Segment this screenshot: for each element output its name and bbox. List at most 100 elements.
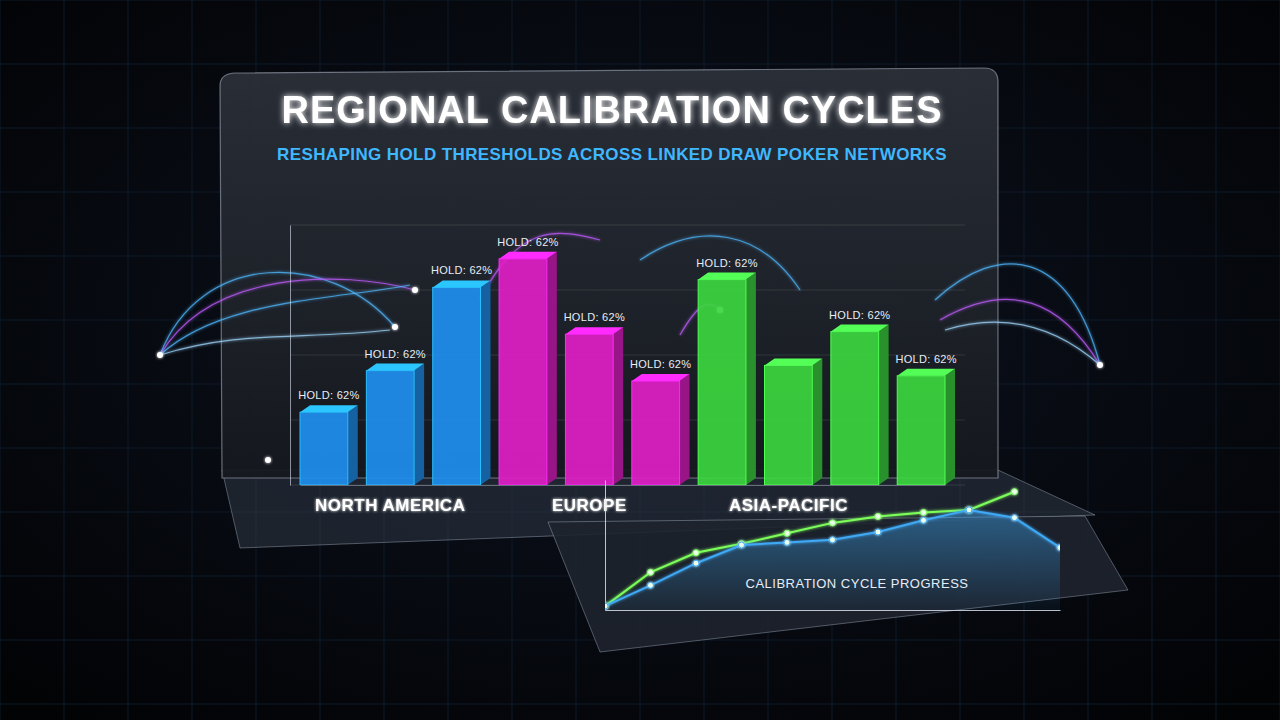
decor-dot — [1097, 362, 1103, 368]
x-axis-line — [606, 610, 1061, 611]
grid — [290, 225, 965, 485]
series-marker — [875, 529, 881, 535]
bar-top — [366, 364, 424, 371]
bar-side — [812, 358, 822, 485]
bar-top — [433, 280, 491, 287]
background-grid-line — [0, 64, 1280, 65]
series-line — [605, 510, 1060, 606]
bar-top — [499, 252, 557, 259]
bar — [300, 405, 358, 485]
series-marker — [784, 539, 790, 545]
bar-top — [897, 369, 955, 376]
x-tick: NORTH AMERICA — [315, 496, 465, 515]
x-tick: ASIA-PACIFIC — [729, 496, 848, 515]
annotation: HOLD: 62% — [630, 358, 691, 370]
title: REGIONAL CALIBRATION CYCLES — [281, 89, 942, 131]
bar-top — [698, 273, 756, 280]
subtitle: RESHAPING HOLD THRESHOLDS ACROSS LINKED … — [277, 145, 947, 164]
grid-line — [290, 290, 965, 291]
series-marker — [1057, 545, 1060, 551]
decor-arc — [935, 264, 1100, 365]
x-tick: EUROPE — [552, 496, 627, 515]
bar-front — [366, 371, 414, 485]
series-marker — [921, 517, 927, 523]
decor-arc — [160, 330, 390, 355]
bar — [565, 327, 623, 485]
series-marker — [693, 560, 699, 566]
annotation: HOLD: 62% — [365, 348, 426, 360]
bar-front — [565, 334, 613, 485]
series-marker — [739, 542, 745, 548]
decor-arc — [945, 322, 1100, 365]
series-marker — [921, 510, 927, 516]
y-axis-2 — [605, 481, 606, 611]
background-grid-line — [128, 0, 129, 720]
decoration — [157, 233, 1103, 463]
annotation: HOLD: 62% — [829, 309, 890, 321]
bar — [499, 252, 557, 485]
bar-front — [499, 259, 547, 485]
bar-front — [897, 376, 945, 485]
lines — [605, 489, 1060, 610]
bar-top — [765, 358, 823, 365]
series-marker — [648, 569, 654, 575]
bar-front — [300, 412, 348, 485]
bar-side — [680, 374, 690, 485]
series-marker — [784, 530, 790, 536]
bar-front — [831, 332, 879, 485]
annotation: HOLD: 62% — [696, 257, 757, 269]
grid-line — [290, 225, 965, 226]
bar — [831, 325, 889, 485]
bar — [632, 374, 690, 485]
decor-arc — [160, 285, 410, 355]
bar-top — [300, 405, 358, 412]
decor-dot — [392, 324, 398, 330]
annotations: HOLD: 62% HOLD: 62% HOLD: 62% HOLD: 62% HOLD… — [298, 236, 957, 401]
annotation: HOLD: 62% — [895, 353, 956, 365]
bar-top — [632, 374, 690, 381]
annotation: HOLD: 62% — [298, 389, 359, 401]
series-marker — [966, 507, 972, 513]
series-area — [605, 510, 1060, 610]
bar-side — [613, 327, 623, 485]
x-axis: NORTH AMERICA EUROPE ASIA-PACIFIC — [301, 486, 946, 516]
background-grid-line — [1216, 0, 1217, 720]
decor-dot — [157, 352, 163, 358]
bar — [765, 358, 823, 485]
background-grid-line — [1024, 0, 1025, 720]
annotation: HOLD: 62% — [431, 264, 492, 276]
series-marker — [830, 537, 836, 543]
series-marker — [693, 550, 699, 556]
decor-arc — [160, 272, 395, 355]
annotation: HOLD: 62% — [564, 311, 625, 323]
y-axis — [290, 226, 291, 486]
series-marker — [605, 603, 608, 609]
series-marker — [966, 507, 972, 513]
bar-front — [765, 365, 813, 485]
x-axis-title: CALIBRATION CYCLE PROGRESS — [746, 576, 969, 591]
series-marker — [875, 513, 881, 519]
bar — [366, 364, 424, 485]
background-grid-line — [0, 704, 1280, 705]
bar-side — [879, 325, 889, 485]
bar-side — [414, 364, 424, 485]
bar-front — [698, 280, 746, 485]
x-axis-2 — [606, 610, 1061, 611]
bar-side — [348, 405, 358, 485]
x-tick-label: EUROPE — [552, 496, 627, 515]
bar-side — [945, 369, 955, 485]
background — [0, 0, 1280, 720]
bar-front — [433, 287, 481, 485]
bar — [433, 280, 491, 485]
series-marker — [648, 582, 654, 588]
x-tick-label: ASIA-PACIFIC — [729, 496, 848, 515]
decor-dot — [265, 457, 271, 463]
background-grid — [0, 0, 1280, 720]
bar — [698, 273, 756, 485]
bar-top — [831, 325, 889, 332]
series-marker — [1012, 489, 1018, 495]
series-marker — [1012, 515, 1018, 521]
bar-top — [565, 327, 623, 334]
background-grid-line — [192, 0, 193, 720]
bar-side — [746, 273, 756, 485]
